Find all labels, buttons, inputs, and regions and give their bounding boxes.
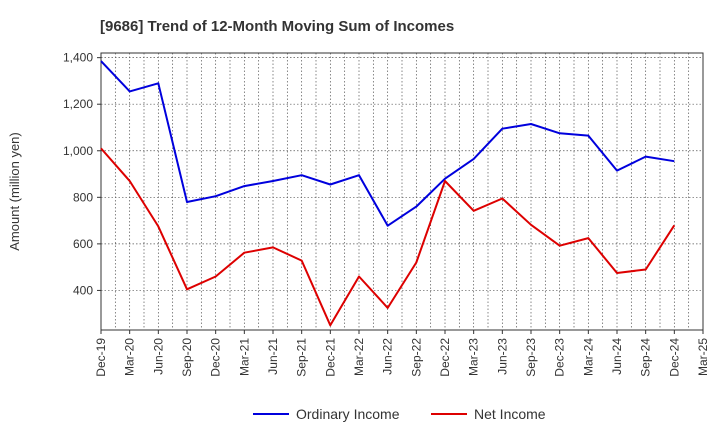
y-tick-label: 600 xyxy=(73,237,93,251)
y-axis-ticks: 400 600 800 1,000 1,200 1,400 xyxy=(63,51,101,297)
x-tick-label: Sep-21 xyxy=(295,338,309,377)
plot-frame xyxy=(100,52,704,331)
y-tick-label: 400 xyxy=(73,283,93,297)
x-tick-label: Mar-25 xyxy=(696,338,710,376)
y-axis-label: Amount (million yen) xyxy=(7,132,22,251)
legend-item: Ordinary Income xyxy=(253,406,400,422)
legend: Ordinary Income Net Income xyxy=(253,406,546,422)
legend-label: Ordinary Income xyxy=(296,406,400,422)
y-tick-label: 800 xyxy=(73,190,93,204)
series-line-ordinary-income xyxy=(100,60,675,227)
grid xyxy=(100,53,704,330)
x-tick-label: Mar-24 xyxy=(581,338,595,376)
chart-title: [9686] Trend of 12-Month Moving Sum of I… xyxy=(100,18,454,35)
legend-label: Net Income xyxy=(474,406,546,422)
legend-item: Net Income xyxy=(431,406,546,422)
x-tick-label: Dec-21 xyxy=(323,338,337,377)
x-tick-label: Jun-24 xyxy=(610,338,624,375)
series-line-net-income xyxy=(100,147,676,327)
y-tick-label: 1,400 xyxy=(63,51,93,65)
x-tick-label: Jun-20 xyxy=(151,338,165,375)
x-tick-label: Sep-20 xyxy=(180,338,194,377)
x-tick-label: Dec-19 xyxy=(94,338,108,377)
x-tick-label: Dec-24 xyxy=(667,338,681,377)
x-tick-label: Jun-21 xyxy=(266,338,280,375)
y-tick-label: 1,200 xyxy=(63,97,93,111)
x-tick-label: Jun-23 xyxy=(495,338,509,375)
y-tick-label: 1,000 xyxy=(63,144,93,158)
x-tick-label: Mar-22 xyxy=(352,338,366,376)
x-tick-label: Mar-21 xyxy=(237,338,251,376)
x-tick-label: Dec-23 xyxy=(553,338,567,377)
x-tick-label: Mar-20 xyxy=(123,338,137,376)
x-tick-label: Sep-23 xyxy=(524,338,538,377)
x-tick-label: Jun-22 xyxy=(381,338,395,375)
x-tick-label: Mar-23 xyxy=(467,338,481,376)
x-tick-label: Dec-20 xyxy=(209,338,223,377)
series-layer xyxy=(100,60,676,327)
x-tick-label: Dec-22 xyxy=(438,338,452,377)
x-tick-label: Sep-22 xyxy=(409,338,423,377)
x-tick-label: Sep-24 xyxy=(639,338,653,377)
x-axis-ticks: Dec-19 Mar-20 Jun-20 Sep-20 Dec-20 Mar-21 Jun-… xyxy=(94,330,710,377)
